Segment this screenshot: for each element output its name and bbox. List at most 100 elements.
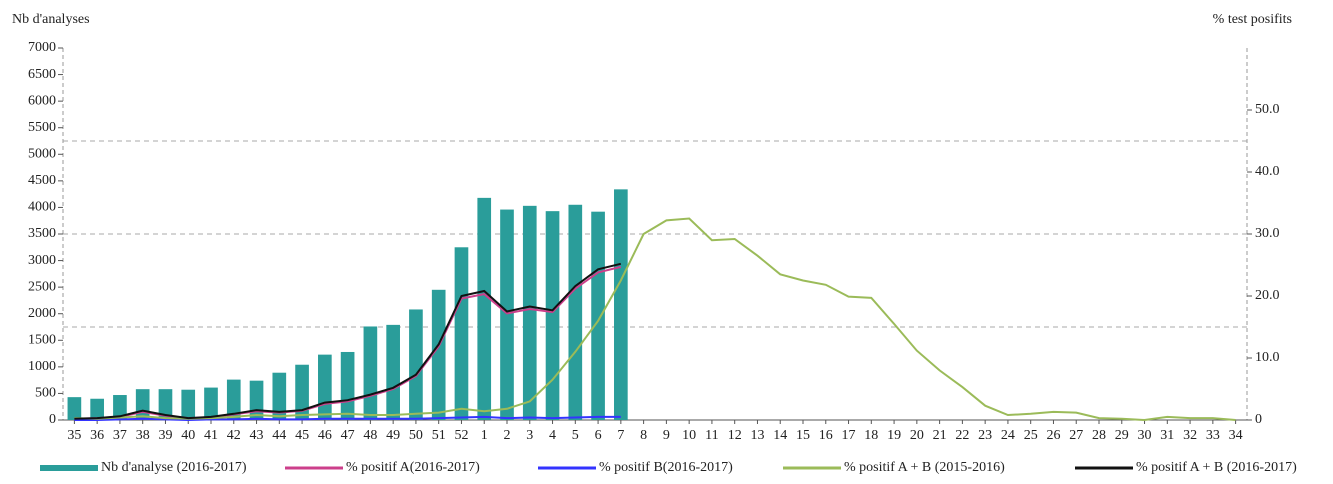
x-tick-label: 50 xyxy=(409,428,423,443)
x-tick-label: 47 xyxy=(341,428,355,443)
y2-tick-label: 40.0 xyxy=(1255,164,1280,179)
x-tick-label: 41 xyxy=(204,428,218,443)
y-tick-label: 4000 xyxy=(28,200,56,215)
x-tick-label: 1 xyxy=(481,428,488,443)
x-tick-label: 51 xyxy=(432,428,446,443)
x-tick-label: 45 xyxy=(295,428,309,443)
bar xyxy=(67,397,82,420)
x-tick-label: 6 xyxy=(595,428,602,443)
bar xyxy=(614,189,628,420)
x-tick-label: 37 xyxy=(113,428,127,443)
y-tick-label: 2500 xyxy=(28,279,56,294)
bar xyxy=(431,289,446,420)
bar xyxy=(522,205,537,420)
x-tick-label: 10 xyxy=(682,428,696,443)
bar xyxy=(226,379,241,420)
line-series xyxy=(74,415,621,422)
x-tick-label: 35 xyxy=(67,428,81,443)
x-tick-label: 16 xyxy=(819,428,833,443)
bar xyxy=(386,324,400,420)
x-tick-label: 48 xyxy=(363,428,377,443)
bar xyxy=(591,211,605,420)
y-tick-label: 6000 xyxy=(28,93,56,108)
line-series xyxy=(74,217,1236,422)
bar xyxy=(318,354,332,420)
bar xyxy=(477,197,492,420)
line-series xyxy=(74,262,622,420)
x-tick-label: 4 xyxy=(549,428,556,443)
x-tick-label: 43 xyxy=(250,428,264,443)
x-tick-label: 18 xyxy=(864,428,878,443)
bar xyxy=(295,364,309,420)
x-tick-label: 32 xyxy=(1183,428,1197,443)
x-tick-label: 9 xyxy=(663,428,670,443)
bar xyxy=(568,204,583,420)
y-tick-label: 1500 xyxy=(28,333,56,348)
y-axis-title: Nb d'analyses xyxy=(12,12,90,27)
y-tick-label: 3500 xyxy=(28,226,56,241)
y-tick-label: 500 xyxy=(35,386,56,401)
x-tick-label: 36 xyxy=(90,428,104,443)
x-tick-label: 29 xyxy=(1115,428,1129,443)
x-tick-label: 33 xyxy=(1206,428,1220,443)
x-tick-label: 8 xyxy=(640,428,647,443)
y2-tick-label: 50.0 xyxy=(1255,102,1280,117)
x-tick-label: 38 xyxy=(136,428,150,443)
x-tick-label: 17 xyxy=(842,428,856,443)
bar xyxy=(90,398,104,420)
y2-tick-label: 30.0 xyxy=(1255,226,1280,241)
x-tick-label: 26 xyxy=(1046,428,1060,443)
x-tick-label: 46 xyxy=(318,428,332,443)
x-tick-label: 31 xyxy=(1160,428,1174,443)
legend-label: % positif B(2016-2017) xyxy=(599,460,733,475)
x-tick-label: 3 xyxy=(526,428,533,443)
x-tick-label: 52 xyxy=(454,428,468,443)
bar xyxy=(340,351,355,420)
x-tick-label: 19 xyxy=(887,428,901,443)
x-tick-label: 25 xyxy=(1024,428,1038,443)
x-tick-label: 42 xyxy=(227,428,241,443)
y-tick-label: 4500 xyxy=(28,173,56,188)
x-tick-label: 15 xyxy=(796,428,810,443)
bar xyxy=(363,326,378,420)
x-tick-label: 20 xyxy=(910,428,924,443)
bar xyxy=(272,372,287,420)
x-tick-label: 49 xyxy=(386,428,400,443)
x-tick-label: 12 xyxy=(728,428,742,443)
y-tick-label: 2000 xyxy=(28,306,56,321)
x-tick-label: 34 xyxy=(1229,428,1243,443)
x-tick-label: 22 xyxy=(955,428,969,443)
y2-tick-label: 20.0 xyxy=(1255,288,1280,303)
legend-label: % positif A(2016-2017) xyxy=(346,460,480,475)
x-tick-label: 5 xyxy=(572,428,579,443)
x-tick-label: 44 xyxy=(272,428,286,443)
x-tick-label: 13 xyxy=(750,428,764,443)
x-tick-label: 21 xyxy=(933,428,947,443)
bar xyxy=(545,211,560,420)
y-tick-label: 5000 xyxy=(28,147,56,162)
x-tick-label: 7 xyxy=(617,428,624,443)
x-tick-label: 30 xyxy=(1138,428,1152,443)
y-tick-label: 0 xyxy=(49,412,56,427)
y-tick-label: 7000 xyxy=(28,40,56,55)
y2-tick-label: 10.0 xyxy=(1255,350,1280,365)
y-tick-label: 5500 xyxy=(28,120,56,135)
y2-tick-label: 0 xyxy=(1255,412,1262,427)
x-tick-label: 23 xyxy=(978,428,992,443)
y-tick-label: 6500 xyxy=(28,67,56,82)
bar xyxy=(409,309,423,420)
x-tick-label: 27 xyxy=(1069,428,1083,443)
x-tick-label: 40 xyxy=(181,428,195,443)
x-tick-label: 2 xyxy=(504,428,511,443)
bar xyxy=(204,387,218,420)
x-tick-label: 11 xyxy=(705,428,718,443)
x-tick-label: 24 xyxy=(1001,428,1015,443)
bar xyxy=(181,389,196,420)
bar xyxy=(113,395,127,420)
bar xyxy=(454,247,469,420)
x-tick-label: 28 xyxy=(1092,428,1106,443)
legend-label: % positif A + B (2016-2017) xyxy=(1136,460,1297,475)
legend-label: % positif A + B (2015-2016) xyxy=(844,460,1005,475)
x-tick-label: 14 xyxy=(773,428,787,443)
